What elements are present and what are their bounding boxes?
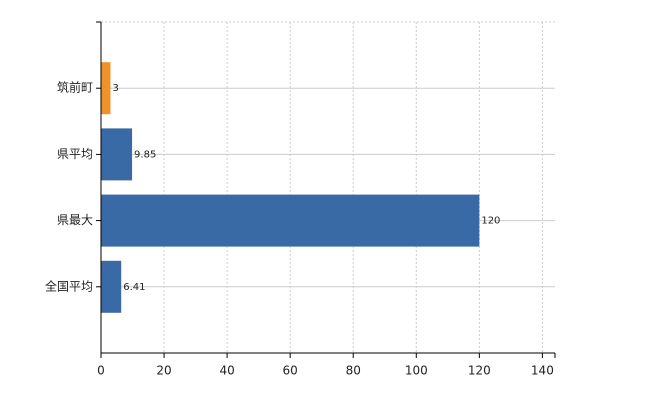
x-tick-label: 80	[346, 364, 361, 378]
value-label: 9.85	[134, 149, 156, 160]
y-tick-label: 筑前町	[57, 80, 93, 95]
x-tick-label: 140	[531, 364, 554, 378]
x-tick-label: 20	[156, 364, 171, 378]
x-tick-label: 40	[219, 364, 234, 378]
bar	[101, 62, 111, 115]
bar	[101, 260, 122, 313]
bar	[101, 194, 480, 247]
y-tick-label: 県平均	[57, 147, 93, 161]
y-tick-label: 全国平均	[45, 278, 93, 293]
value-label: 120	[481, 216, 500, 227]
value-label: 6.41	[123, 282, 145, 293]
value-label: 3	[112, 83, 118, 94]
x-tick-label: 100	[405, 364, 428, 378]
x-tick-label: 60	[283, 364, 298, 378]
y-tick-label: 県最大	[57, 213, 93, 227]
x-tick-label: 120	[468, 364, 491, 378]
x-tick-label: 0	[97, 364, 105, 378]
bar	[101, 128, 133, 181]
